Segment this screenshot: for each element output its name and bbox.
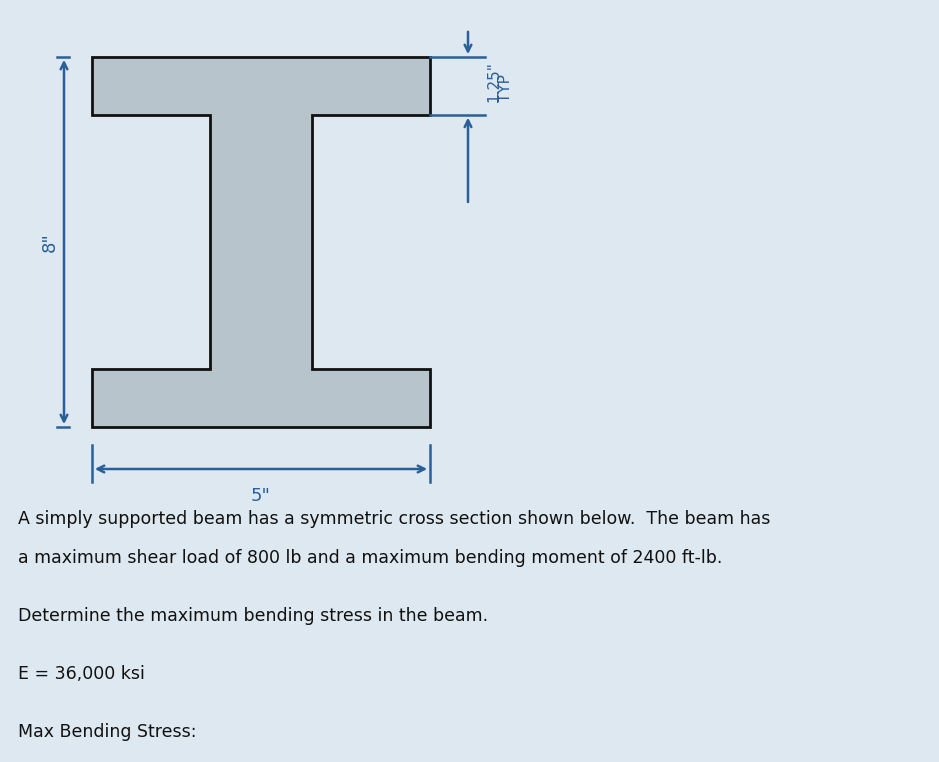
Text: E = 36,000 ksi: E = 36,000 ksi bbox=[18, 665, 145, 684]
Text: TYP: TYP bbox=[498, 74, 513, 102]
Text: 8": 8" bbox=[41, 232, 59, 252]
Text: Max Bending Stress:: Max Bending Stress: bbox=[18, 723, 196, 741]
Text: Determine the maximum bending stress in the beam.: Determine the maximum bending stress in … bbox=[18, 607, 488, 625]
Text: 1.25": 1.25" bbox=[486, 62, 501, 102]
Text: A simply supported beam has a symmetric cross section shown below.  The beam has: A simply supported beam has a symmetric … bbox=[18, 510, 770, 528]
Polygon shape bbox=[92, 57, 430, 427]
Text: a maximum shear load of 800 lb and a maximum bending moment of 2400 ft-lb.: a maximum shear load of 800 lb and a max… bbox=[18, 549, 722, 567]
Text: 5": 5" bbox=[251, 487, 271, 505]
